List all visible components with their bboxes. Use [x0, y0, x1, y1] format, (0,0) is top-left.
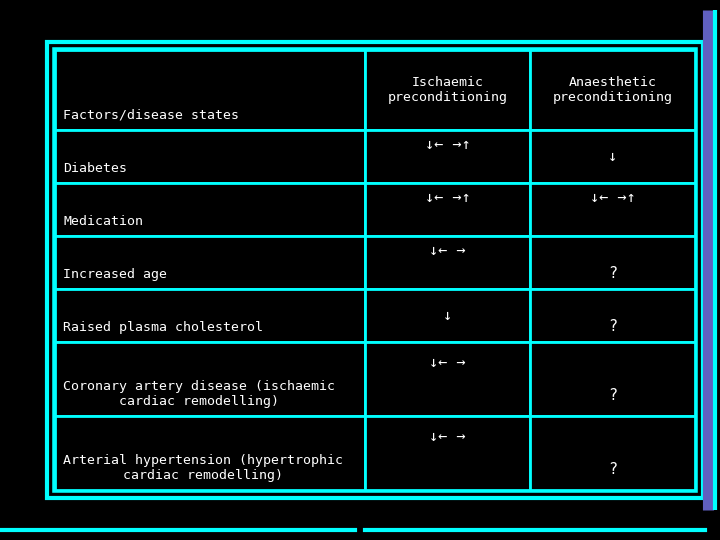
Bar — [365, 235, 530, 288]
Text: Increased age: Increased age — [63, 267, 167, 281]
Bar — [55, 235, 365, 288]
Text: ↓: ↓ — [608, 148, 617, 164]
Text: Raised plasma cholesterol: Raised plasma cholesterol — [63, 321, 263, 334]
Bar — [55, 288, 365, 342]
Bar — [530, 130, 695, 183]
Bar — [530, 183, 695, 235]
Bar — [55, 50, 365, 130]
Bar — [365, 50, 530, 130]
Text: ↓: ↓ — [443, 308, 452, 322]
Bar — [55, 183, 365, 235]
Text: ↓← →: ↓← → — [429, 355, 466, 370]
Bar — [47, 42, 703, 498]
Text: ↓← →↑: ↓← →↑ — [425, 137, 470, 152]
Bar — [530, 50, 695, 130]
Bar — [55, 130, 365, 183]
Bar — [365, 130, 530, 183]
Text: Coronary artery disease (ischaemic
cardiac remodelling): Coronary artery disease (ischaemic cardi… — [63, 380, 335, 408]
Text: Diabetes: Diabetes — [63, 161, 127, 174]
Bar — [365, 288, 530, 342]
Bar — [365, 416, 530, 490]
Text: ↓← →: ↓← → — [429, 243, 466, 258]
Text: ?: ? — [608, 319, 617, 334]
Bar — [530, 342, 695, 416]
Text: ↓← →↑: ↓← →↑ — [425, 190, 470, 205]
Text: ↓← →↑: ↓← →↑ — [590, 190, 635, 205]
Bar — [530, 288, 695, 342]
Bar — [55, 50, 695, 490]
Text: Ischaemic
preconditioning: Ischaemic preconditioning — [387, 76, 508, 104]
Bar — [530, 416, 695, 490]
Text: Arterial hypertension (hypertrophic
cardiac remodelling): Arterial hypertension (hypertrophic card… — [63, 454, 343, 482]
Text: ↓← →: ↓← → — [429, 429, 466, 444]
Bar — [55, 342, 365, 416]
Bar — [365, 183, 530, 235]
Text: Factors/disease states: Factors/disease states — [63, 109, 239, 122]
Text: Medication: Medication — [63, 214, 143, 227]
Text: ?: ? — [608, 388, 617, 402]
Text: ?: ? — [608, 266, 617, 281]
Text: Anaesthetic
preconditioning: Anaesthetic preconditioning — [552, 76, 672, 104]
Bar — [365, 342, 530, 416]
Bar — [55, 416, 365, 490]
Text: ?: ? — [608, 462, 617, 477]
Bar — [530, 235, 695, 288]
